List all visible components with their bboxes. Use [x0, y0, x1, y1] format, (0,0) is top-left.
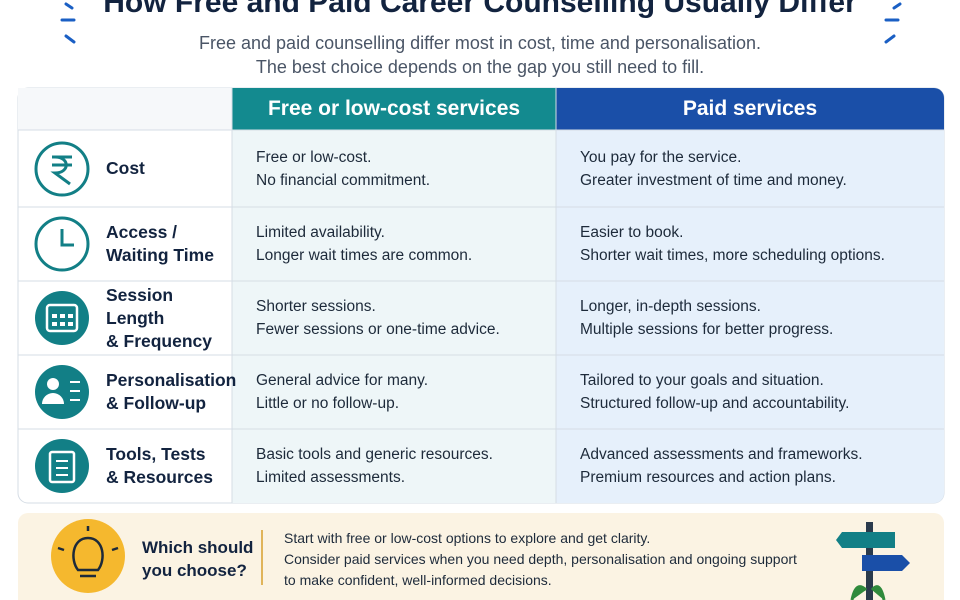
cell-line: General advice for many. [256, 372, 429, 389]
free-cell: General advice for many. Little or no fol… [232, 355, 556, 429]
cell-line: Limited availability. [256, 224, 385, 241]
row-label: Personalisation & Follow-up [106, 355, 237, 429]
row-label: Cost [106, 130, 232, 207]
cell-line: Tailored to your goals and situation. [580, 372, 824, 389]
cell-line: No financial commitment. [256, 171, 431, 189]
column-header: Paid services [682, 97, 818, 120]
label-line: & Resources [106, 467, 213, 487]
label-line: Cost [106, 158, 145, 178]
cell-line: Advanced assessments and frameworks. [580, 446, 863, 463]
free-cell: Basic tools and generic resources. Limite… [232, 429, 556, 503]
footer-heading: Which should you choose? [142, 536, 253, 582]
label-line: Waiting Time [106, 245, 214, 265]
cell-line: Limited assessments. [256, 469, 406, 486]
paid-cell: Tailored to your goals and situation. Str… [556, 355, 944, 429]
label-line: & Follow-up [106, 393, 207, 413]
cell-line: You pay for the service. [580, 148, 742, 166]
paid-cell: You pay for the service. Greater investme… [556, 130, 944, 207]
cell-line: Greater investment of time and money. [580, 171, 847, 189]
text-line: Start with free or low-cost options to e… [284, 530, 651, 546]
cell-line: Longer wait times are common. [256, 247, 473, 264]
cell-line: Premium resources and action plans. [580, 469, 836, 486]
cell-line: Longer, in-depth sessions. [580, 298, 761, 315]
row-label: Tools, Tests & Resources [106, 429, 232, 503]
paid-cell: Easier to book. Shorter wait times, more … [556, 207, 944, 281]
row-label: Session Length & Frequency [106, 281, 232, 355]
paid-cell: Advanced assessments and frameworks. Prem… [556, 429, 944, 503]
cell-line: Little or no follow-up. [256, 395, 400, 412]
subtitle: Free and paid counselling differ most in… [199, 33, 761, 53]
label-line: Tools, Tests [106, 444, 206, 464]
free-cell: Limited availability. Longer wait times a… [232, 207, 556, 281]
label-line: Access / [106, 222, 178, 242]
cell-line: Multiple sessions for better progress. [580, 321, 834, 338]
footer-text: Start with free or low-cost options to e… [284, 528, 797, 591]
cell-line: Shorter sessions. [256, 298, 376, 315]
label-line: & Frequency [106, 330, 212, 351]
row-label: Access / Waiting Time [106, 207, 232, 281]
heading-line: Which should [142, 538, 254, 557]
paid-cell: Longer, in-depth sessions. Multiple sessi… [556, 281, 944, 355]
subtitle: The best choice depends on the gap you s… [255, 57, 705, 77]
text-line: Consider paid services when you need dep… [284, 551, 797, 567]
cell-line: Fewer sessions or one-time advice. [256, 321, 500, 338]
title: How Free and Paid Career Counselling Usu… [103, 0, 857, 19]
label-line: Personalisation [106, 370, 237, 390]
cell-line: Basic tools and generic resources. [256, 446, 493, 463]
cell-line: Easier to book. [580, 224, 684, 241]
cell-line: Shorter wait times, more scheduling opti… [580, 247, 885, 264]
label-line: Session Length [106, 284, 174, 328]
text-line: to make confident, well-informed decisio… [284, 572, 552, 588]
heading-line: you choose? [142, 561, 247, 580]
column-header: Free or low-cost services [267, 97, 521, 120]
free-cell: Free or low-cost. No financial commitment… [232, 130, 556, 207]
cell-line: Free or low-cost. [256, 148, 372, 166]
free-cell: Shorter sessions. Fewer sessions or one-t… [232, 281, 556, 355]
cell-line: Structured follow-up and accountability. [580, 395, 850, 412]
